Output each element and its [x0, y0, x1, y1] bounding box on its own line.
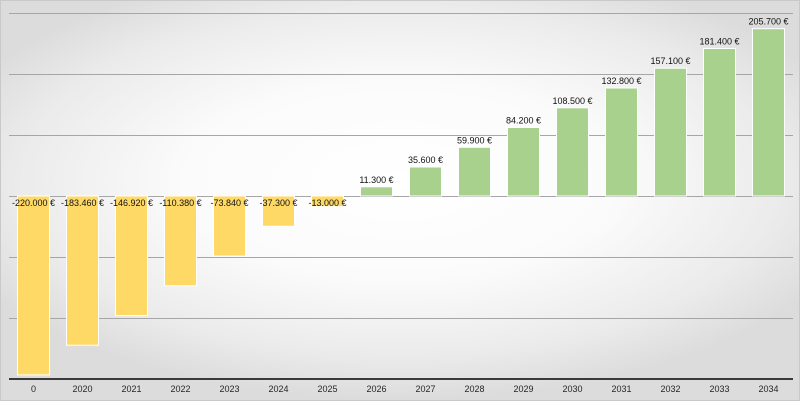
data-label: 11.300 €: [359, 175, 393, 185]
x-tick-label: 2023: [219, 384, 239, 394]
bar: [17, 195, 50, 376]
data-label: 35.600 €: [408, 155, 443, 165]
bar: [654, 67, 687, 197]
bar: [66, 195, 99, 346]
data-label: -13.000 €: [308, 198, 346, 208]
bar: [605, 87, 638, 197]
x-tick-label: 2024: [268, 384, 288, 394]
x-tick-label: 2026: [366, 384, 386, 394]
bar: [556, 107, 589, 197]
data-label: 84.200 €: [506, 116, 541, 126]
bar: [213, 195, 246, 257]
x-tick-label: 2021: [121, 384, 141, 394]
data-label: -37.300 €: [259, 198, 297, 208]
x-tick-label: 2030: [562, 384, 582, 394]
bar: [752, 28, 785, 197]
x-tick-label: 0: [31, 384, 36, 394]
x-tick-label: 2033: [709, 384, 729, 394]
data-label: -146.920 €: [110, 198, 153, 208]
bar: [703, 48, 736, 197]
bar: [458, 146, 491, 197]
data-label: 108.500 €: [552, 96, 592, 106]
x-tick-label: 2020: [72, 384, 92, 394]
bar: [262, 195, 295, 227]
bar: [164, 195, 197, 287]
data-label: 157.100 €: [650, 56, 690, 66]
x-tick-label: 2028: [464, 384, 484, 394]
x-tick-label: 2025: [317, 384, 337, 394]
bar: [115, 195, 148, 316]
bar: [360, 186, 393, 197]
data-label: -73.840 €: [210, 198, 248, 208]
bar: [409, 166, 442, 197]
data-label: -220.000 €: [12, 198, 55, 208]
bar: [311, 195, 344, 208]
x-tick-label: 2022: [170, 384, 190, 394]
data-label: 132.800 €: [601, 76, 641, 86]
x-tick-label: 2029: [513, 384, 533, 394]
x-tick-label: 2027: [415, 384, 435, 394]
data-label: 181.400 €: [699, 37, 739, 47]
data-label: 205.700 €: [748, 17, 788, 27]
data-label: -183.460 €: [61, 198, 104, 208]
data-label: 59.900 €: [457, 135, 492, 145]
bar: [507, 127, 540, 197]
x-tick-label: 2034: [758, 384, 778, 394]
x-tick-label: 2031: [611, 384, 631, 394]
x-tick-label: 2032: [660, 384, 680, 394]
data-label: -110.380 €: [159, 198, 201, 208]
